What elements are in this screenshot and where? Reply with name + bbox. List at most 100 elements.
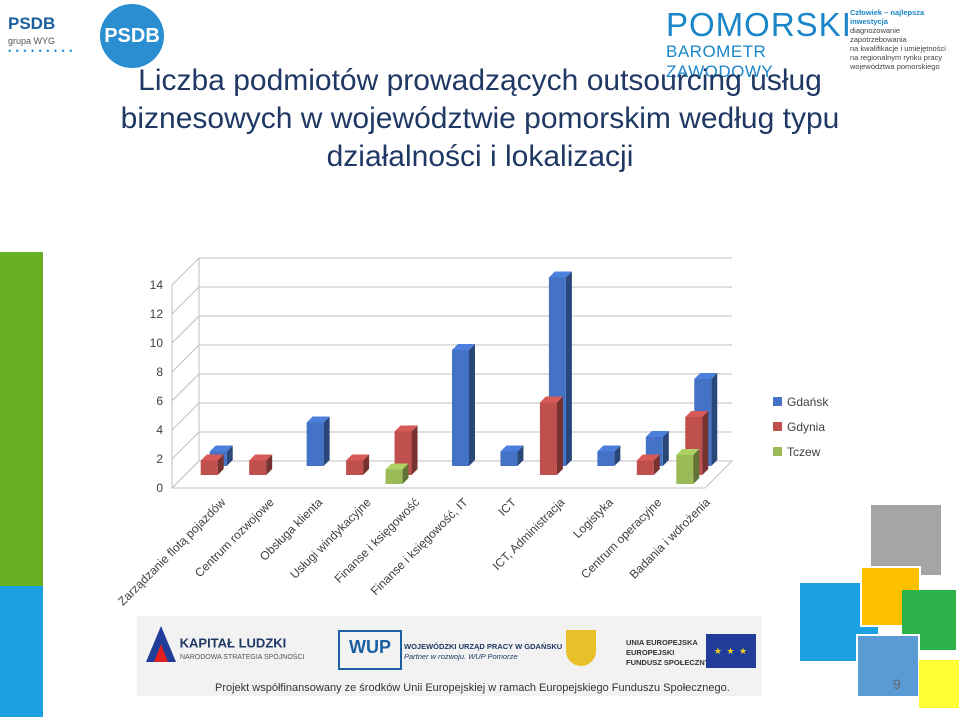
bar bbox=[597, 451, 615, 466]
legend-swatch bbox=[773, 422, 782, 431]
psdb-dots: • • • • • • • • • bbox=[8, 46, 74, 56]
bar-side bbox=[226, 445, 233, 466]
footer-text: Projekt współfinansowany ze środków Unii… bbox=[215, 682, 730, 694]
pomorski-line: województwa pomorskiego bbox=[850, 62, 940, 71]
bar-side bbox=[556, 396, 563, 475]
bar bbox=[306, 422, 324, 466]
bar-side bbox=[411, 425, 418, 475]
bar-side bbox=[565, 271, 572, 466]
page-number: 9 bbox=[893, 676, 901, 692]
y-tick-label: 6 bbox=[156, 394, 163, 408]
x-tick-label: Badania i wdrożenia bbox=[627, 495, 714, 582]
chart-floor bbox=[170, 460, 734, 489]
bar-top bbox=[249, 454, 273, 461]
bar-top bbox=[548, 271, 572, 278]
legend-label: Gdańsk bbox=[787, 395, 829, 409]
x-tick-label: Usługi windykacyjne bbox=[287, 495, 374, 582]
decor-green-bar bbox=[0, 252, 43, 586]
slide-title: Liczba podmiotów prowadzących outsourcin… bbox=[100, 62, 860, 176]
kapital-ludzki-name: KAPITAŁ LUDZKI bbox=[179, 635, 287, 651]
wup-name: WOJEWÓDZKI URZĄD PRACY W GDAŃSKU bbox=[404, 642, 563, 651]
wup-tagline: Partner w rozwoju. WUP Pomorze bbox=[404, 652, 518, 661]
legend-label: Tczew bbox=[787, 445, 821, 459]
bar bbox=[636, 460, 654, 475]
bar-top bbox=[452, 344, 475, 350]
psdb-logo-name: PSDB bbox=[8, 14, 56, 33]
slide-title-line: Liczba podmiotów prowadzących outsourcin… bbox=[138, 64, 822, 97]
wup-text: WOJEWÓDZKI URZĄD PRACY W GDAŃSKU Partner… bbox=[404, 642, 562, 662]
bar-top bbox=[209, 445, 233, 452]
pomorski-tagline: Człowiek – najlepsza inwestycja bbox=[850, 8, 925, 26]
bar-side bbox=[323, 416, 330, 466]
x-tick-label: Finanse i księgowość bbox=[332, 495, 423, 586]
bar-top bbox=[636, 454, 660, 461]
bar-side bbox=[711, 373, 718, 466]
pomorski-line: na regionalnym rynku pracy bbox=[850, 53, 943, 62]
ue-line: UNIA EUROPEJSKA bbox=[626, 638, 698, 647]
bar-side bbox=[702, 411, 709, 475]
bar bbox=[385, 469, 403, 484]
side-wall-gridline bbox=[171, 257, 200, 286]
bar-top bbox=[676, 449, 700, 455]
bar-side bbox=[662, 431, 669, 466]
bar bbox=[676, 455, 694, 484]
x-tick-label: Finanse i księgowość, IT bbox=[368, 495, 471, 598]
pomorski-tagline-block: Człowiek – najlepsza inwestycja diagnozo… bbox=[850, 8, 958, 71]
ue-line: FUNDUSZ SPOŁECZNY bbox=[626, 658, 710, 667]
legend-swatch bbox=[773, 397, 782, 406]
bar-top bbox=[394, 425, 418, 432]
bar-top bbox=[200, 454, 224, 461]
kapital-ludzki-sub: NARODOWA STRATEGIA SPÓJNOŚCI bbox=[180, 654, 305, 661]
pomorski-line: na kwalifikacje i umiejętności bbox=[850, 44, 946, 53]
legend-label: Gdynia bbox=[787, 420, 825, 434]
bar-top bbox=[385, 463, 409, 470]
bar-side bbox=[402, 463, 409, 484]
ue-line: EUROPEJSKI bbox=[626, 648, 675, 657]
bar-side bbox=[469, 344, 475, 466]
bar-side bbox=[217, 454, 224, 475]
y-tick-label: 4 bbox=[156, 423, 163, 437]
bar bbox=[200, 460, 218, 475]
bar-top bbox=[694, 373, 718, 379]
bar bbox=[452, 350, 469, 466]
x-tick-label: ICT bbox=[495, 495, 519, 519]
x-tick-label: Centrum operacyjne bbox=[578, 495, 665, 582]
bar-top bbox=[306, 416, 330, 423]
decor-square-gray bbox=[871, 505, 941, 575]
bar-side bbox=[363, 454, 370, 475]
kapital-ludzki-icon bbox=[146, 626, 176, 662]
y-tick-label: 0 bbox=[156, 481, 163, 495]
psdb-logo-sub: grupa WYG bbox=[8, 36, 56, 46]
x-tick-label: Logistyka bbox=[570, 495, 616, 541]
slide-title-line: działalności i lokalizacji bbox=[326, 140, 634, 173]
bar-side bbox=[266, 454, 273, 475]
legend-swatch bbox=[773, 447, 782, 456]
bar-top bbox=[346, 454, 370, 461]
bar-top bbox=[597, 445, 621, 452]
bar-side bbox=[693, 449, 700, 484]
bar-side bbox=[517, 445, 524, 466]
bar-side bbox=[653, 454, 660, 475]
psdb-circle-logo: PSDB bbox=[100, 4, 164, 68]
bar-top bbox=[645, 431, 669, 437]
wup-logo: WUP bbox=[338, 630, 402, 670]
bar-side bbox=[614, 445, 621, 466]
funding-logos-bar bbox=[137, 616, 762, 696]
y-tick-label: 8 bbox=[156, 365, 163, 379]
bar bbox=[249, 460, 267, 475]
pomorski-barometr-logo: POMORSKI BAROMETR ZAWODOWY bbox=[666, 6, 852, 82]
decor-square-steel bbox=[856, 634, 920, 698]
pomorski-line: diagnozowanie zapotrzebowania bbox=[850, 26, 907, 44]
side-wall-gridline bbox=[171, 344, 200, 373]
bar-top bbox=[539, 396, 563, 403]
bar bbox=[346, 460, 364, 475]
side-wall-gridline bbox=[171, 431, 200, 460]
pomorski-logo-name: POMORSKI bbox=[666, 6, 852, 43]
pomorskie-crest-icon bbox=[566, 630, 596, 666]
slide-title-line: biznesowych w województwie pomorskim wed… bbox=[120, 102, 840, 135]
ue-text: UNIA EUROPEJSKA EUROPEJSKI FUNDUSZ SPOŁE… bbox=[626, 638, 710, 668]
side-wall-gridline bbox=[171, 402, 200, 431]
eu-flag-icon: ★ ★ ★ bbox=[706, 634, 756, 668]
bar bbox=[539, 402, 557, 475]
side-wall-gridline bbox=[171, 373, 200, 402]
